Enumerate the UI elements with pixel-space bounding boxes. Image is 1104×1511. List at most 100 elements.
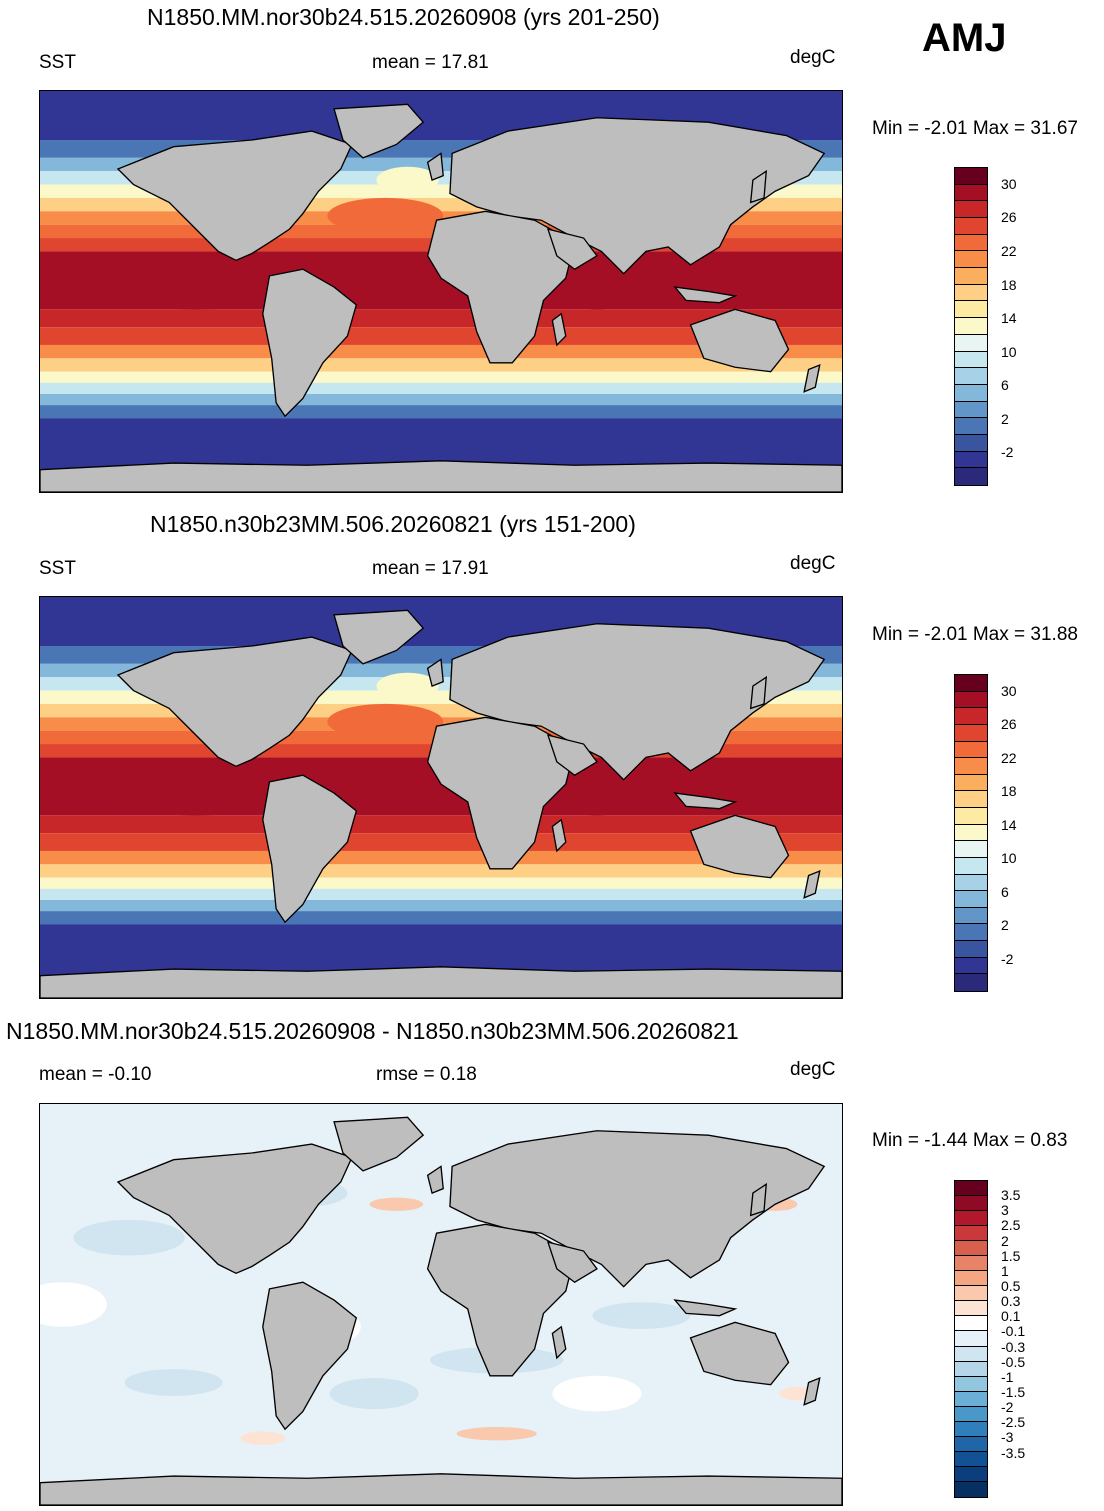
colorbar-tick-label: 10 bbox=[1001, 343, 1017, 360]
panel-2-variable-label: SST bbox=[39, 558, 76, 579]
colorbar-swatch bbox=[955, 808, 987, 825]
colorbar-swatch bbox=[955, 941, 987, 958]
colorbar-tick-label: 3.5 bbox=[1001, 1187, 1021, 1204]
colorbar-swatch bbox=[955, 334, 987, 352]
colorbar-tick-label: 0.1 bbox=[1001, 1308, 1021, 1325]
colorbar-swatch bbox=[955, 434, 987, 452]
colorbar-swatch bbox=[955, 168, 987, 185]
colorbar-swatch bbox=[955, 1376, 987, 1392]
colorbar-tick-label: 30 bbox=[1001, 682, 1017, 699]
colorbar-swatch bbox=[955, 1466, 987, 1482]
colorbar-swatch bbox=[955, 251, 987, 269]
panel-3-units-label: degC bbox=[790, 1059, 836, 1080]
colorbar-swatch bbox=[955, 1391, 987, 1407]
colorbar-tick-label: -3.5 bbox=[1001, 1444, 1026, 1461]
colorbar-swatch bbox=[955, 1451, 987, 1467]
colorbar-swatch bbox=[955, 1181, 987, 1197]
colorbar-swatch bbox=[955, 891, 987, 908]
colorbar-tick-label: 6 bbox=[1001, 883, 1009, 900]
colorbar-swatch bbox=[955, 418, 987, 435]
colorbar-swatch bbox=[955, 384, 987, 402]
panel-1-minmax-label: Min = -2.01 Max = 31.67 bbox=[872, 118, 1078, 139]
colorbar-swatch bbox=[955, 1271, 987, 1287]
colorbar-tick-label: 26 bbox=[1001, 209, 1017, 226]
colorbar-swatch bbox=[955, 1346, 987, 1362]
panel-2-map bbox=[39, 596, 843, 999]
panel-3-rmse-label: rmse = 0.18 bbox=[376, 1064, 477, 1085]
panel-2-colorbar bbox=[954, 674, 988, 992]
colorbar-swatch bbox=[955, 451, 987, 469]
colorbar-swatch bbox=[955, 218, 987, 235]
colorbar-tick-label: -2 bbox=[1001, 1399, 1014, 1416]
colorbar-swatch bbox=[955, 1421, 987, 1437]
colorbar-tick-label: -3 bbox=[1001, 1429, 1014, 1446]
colorbar-swatch bbox=[955, 791, 987, 809]
colorbar-swatch bbox=[955, 957, 987, 975]
colorbar-tick-label: -2 bbox=[1001, 950, 1014, 967]
panel-3-map-svg bbox=[40, 1104, 842, 1505]
colorbar-swatch bbox=[955, 184, 987, 202]
colorbar-swatch bbox=[955, 401, 987, 419]
colorbar-tick-label: 1.5 bbox=[1001, 1247, 1021, 1264]
colorbar-swatch bbox=[955, 758, 987, 775]
colorbar-swatch bbox=[955, 1481, 987, 1497]
panel-2-map-svg bbox=[40, 597, 842, 998]
colorbar-tick-label: 0.5 bbox=[1001, 1278, 1021, 1294]
panel-1-title: N1850.MM.nor30b24.515.20260908 (yrs 201-… bbox=[147, 4, 660, 30]
colorbar-swatch bbox=[955, 675, 987, 692]
colorbar-swatch bbox=[955, 874, 987, 892]
season-label: AMJ bbox=[922, 16, 1007, 60]
colorbar-tick-label: 26 bbox=[1001, 716, 1017, 733]
colorbar-swatch bbox=[955, 741, 987, 759]
panel-1-variable-label: SST bbox=[39, 52, 76, 73]
colorbar-swatch bbox=[955, 1256, 987, 1272]
panel-3-mean-label: mean = -0.10 bbox=[39, 1064, 152, 1085]
colorbar-tick-label: 22 bbox=[1001, 749, 1017, 766]
colorbar-swatch bbox=[955, 1436, 987, 1452]
panel-3-title: N1850.MM.nor30b24.515.20260908 - N1850.n… bbox=[6, 1018, 739, 1044]
colorbar-tick-label: -1.5 bbox=[1001, 1384, 1026, 1400]
colorbar-tick-label: -0.3 bbox=[1001, 1338, 1026, 1355]
panel-3-minmax-label: Min = -1.44 Max = 0.83 bbox=[872, 1130, 1068, 1151]
colorbar-tick-label: 14 bbox=[1001, 310, 1017, 327]
panel-1-map bbox=[39, 90, 843, 493]
colorbar-swatch bbox=[955, 351, 987, 369]
colorbar-swatch bbox=[955, 368, 987, 385]
colorbar-swatch bbox=[955, 1241, 987, 1257]
panel-2-mean-label: mean = 17.91 bbox=[372, 558, 489, 579]
colorbar-swatch bbox=[955, 201, 987, 219]
colorbar-swatch bbox=[955, 284, 987, 302]
colorbar-tick-label: 18 bbox=[1001, 276, 1017, 293]
colorbar-swatch bbox=[955, 468, 987, 485]
colorbar-tick-label: 2 bbox=[1001, 410, 1009, 427]
panel-2-title: N1850.n30b23MM.506.20260821 (yrs 151-200… bbox=[150, 511, 636, 537]
colorbar-tick-label: 0.3 bbox=[1001, 1293, 1021, 1310]
colorbar-tick-label: 2 bbox=[1001, 917, 1009, 934]
colorbar-swatch bbox=[955, 841, 987, 858]
colorbar-swatch bbox=[955, 774, 987, 792]
colorbar-tick-label: 1 bbox=[1001, 1262, 1009, 1279]
colorbar-swatch bbox=[955, 708, 987, 725]
colorbar-swatch bbox=[955, 268, 987, 285]
colorbar-tick-label: 3 bbox=[1001, 1202, 1009, 1219]
colorbar-tick-label: 22 bbox=[1001, 242, 1017, 259]
colorbar-tick-label: 10 bbox=[1001, 850, 1017, 867]
colorbar-swatch bbox=[955, 1331, 987, 1347]
panel-1-colorbar bbox=[954, 167, 988, 486]
colorbar-swatch bbox=[955, 857, 987, 875]
panel-3-colorbar bbox=[954, 1180, 988, 1498]
colorbar-swatch bbox=[955, 724, 987, 742]
colorbar-tick-label: 14 bbox=[1001, 816, 1017, 833]
panel-2-units-label: degC bbox=[790, 553, 836, 574]
colorbar-swatch bbox=[955, 1406, 987, 1422]
colorbar-swatch bbox=[955, 924, 987, 942]
colorbar-swatch bbox=[955, 234, 987, 252]
colorbar-swatch bbox=[955, 824, 987, 842]
colorbar-swatch bbox=[955, 974, 987, 991]
colorbar-swatch bbox=[955, 1316, 987, 1332]
colorbar-tick-label: -2.5 bbox=[1001, 1414, 1026, 1431]
colorbar-swatch bbox=[955, 1301, 987, 1317]
colorbar-tick-label: 2 bbox=[1001, 1232, 1009, 1249]
colorbar-swatch bbox=[955, 301, 987, 319]
colorbar-tick-label: -0.1 bbox=[1001, 1323, 1026, 1340]
